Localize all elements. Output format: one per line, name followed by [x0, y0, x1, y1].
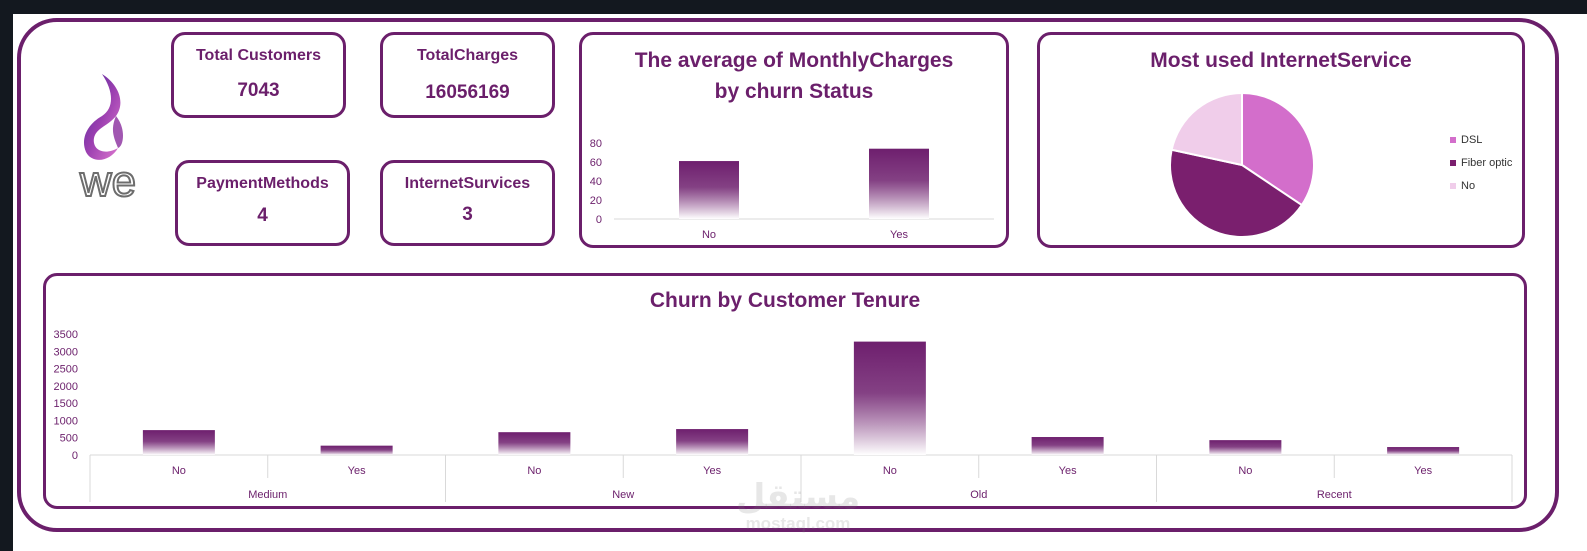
kpi-value: 7043 [237, 80, 280, 101]
chart-title: The average of MonthlyCharges by churn S… [582, 45, 1006, 107]
group-label: New [612, 489, 634, 501]
bar [1387, 447, 1460, 455]
x-tick-label: Yes [1059, 465, 1077, 477]
legend-swatch [1450, 136, 1456, 143]
kpi-label: Total Customers [195, 47, 322, 64]
pie-slice [1169, 148, 1304, 238]
kpi-value: 16056169 [425, 82, 510, 103]
kpi-total-customers: Total Customers 7043 [171, 32, 346, 118]
logo-wordmark: we [79, 157, 136, 202]
kpi-internet-services: InternetSurvices 3 [380, 160, 555, 246]
y-tick-label: 3000 [54, 346, 78, 358]
internet-service-card: Most used InternetService DSL Fiber optic… [1037, 32, 1525, 248]
kpi-value: 3 [462, 204, 473, 225]
x-tick-label: No [883, 465, 897, 477]
y-tick-label: 1500 [54, 398, 78, 410]
x-tick-label: No [1238, 465, 1252, 477]
group-label: Old [970, 489, 987, 501]
x-tick-label: Yes [890, 229, 908, 241]
churn-tenure-card: Churn by Customer Tenure 0 500 1000 1500 200… [43, 273, 1527, 509]
y-tick-label: 2000 [54, 381, 78, 393]
dashboard-canvas: we Total Customers 7043 TotalCharges 160… [13, 14, 1587, 551]
we-logo-graphic: we [78, 74, 137, 207]
pie-slice [1170, 91, 1243, 167]
legend-item: DSL [1450, 128, 1512, 151]
legend-label: Fiber optic [1461, 156, 1513, 169]
group-label: Recent [1317, 489, 1352, 501]
kpi-label: TotalCharges [416, 47, 519, 64]
kpi-label: PaymentMethods [196, 175, 329, 192]
bar [142, 430, 215, 455]
bar [853, 341, 926, 455]
y-tick-label: 3500 [54, 329, 78, 341]
dashboard-frame [17, 18, 1559, 532]
bar [1209, 440, 1282, 455]
bar [498, 432, 571, 455]
pie-slice [1241, 91, 1315, 207]
pie-legend: DSL Fiber optic No [1450, 128, 1512, 197]
watermark: مستقل mostaql.com [713, 479, 883, 533]
bar [869, 148, 929, 219]
y-tick-label: 60 [590, 157, 602, 169]
y-tick-label: 80 [590, 138, 602, 150]
y-tick-label: 500 [60, 433, 78, 445]
legend-label: DSL [1461, 133, 1483, 146]
chart-title: Churn by Customer Tenure [649, 289, 921, 312]
watermark-latin: mostaql.com [745, 514, 851, 533]
bar [679, 161, 739, 219]
x-tick-label: No [702, 229, 716, 241]
kpi-payment-methods: PaymentMethods 4 [175, 160, 350, 246]
y-tick-label: 40 [590, 176, 602, 188]
group-label: Medium [248, 489, 287, 501]
legend-swatch [1450, 182, 1456, 189]
legend-item: No [1450, 174, 1512, 197]
x-tick-label: Yes [348, 465, 366, 477]
chart-title-line1: The average of MonthlyCharges [634, 49, 954, 72]
y-tick-label: 1000 [54, 415, 78, 427]
bar [1031, 437, 1104, 455]
y-tick-label: 0 [596, 214, 602, 226]
chart-title: Most used InternetService [1150, 49, 1412, 72]
watermark-arabic: مستقل [735, 477, 861, 517]
x-tick-label: No [527, 465, 541, 477]
x-tick-label: Yes [1414, 465, 1432, 477]
legend-label: No [1461, 179, 1476, 192]
churn-tenure-chart: 0 500 1000 1500 2000 2500 3000 3500 No Yes No Yes No… [54, 329, 1513, 502]
internet-service-pie [1169, 91, 1315, 238]
y-tick-label: 20 [590, 195, 602, 207]
avg-monthly-charges-card: The average of MonthlyCharges by churn S… [579, 32, 1009, 248]
we-logo: we [58, 72, 158, 207]
y-tick-label: 2500 [54, 364, 78, 376]
x-tick-label: No [172, 465, 186, 477]
bar [676, 429, 749, 455]
kpi-label: InternetSurvices [404, 175, 531, 192]
kpi-total-charges: TotalCharges 16056169 [380, 32, 555, 118]
y-tick-label: 0 [72, 450, 78, 462]
bar [320, 445, 393, 455]
avg-monthly-charges-chart: 0 20 40 60 80 No Yes [590, 138, 994, 241]
chart-title-line2: by churn Status [714, 80, 874, 103]
legend-swatch [1450, 159, 1456, 166]
legend-item: Fiber optic [1450, 151, 1512, 174]
kpi-value: 4 [257, 205, 268, 226]
x-tick-label: Yes [703, 465, 721, 477]
